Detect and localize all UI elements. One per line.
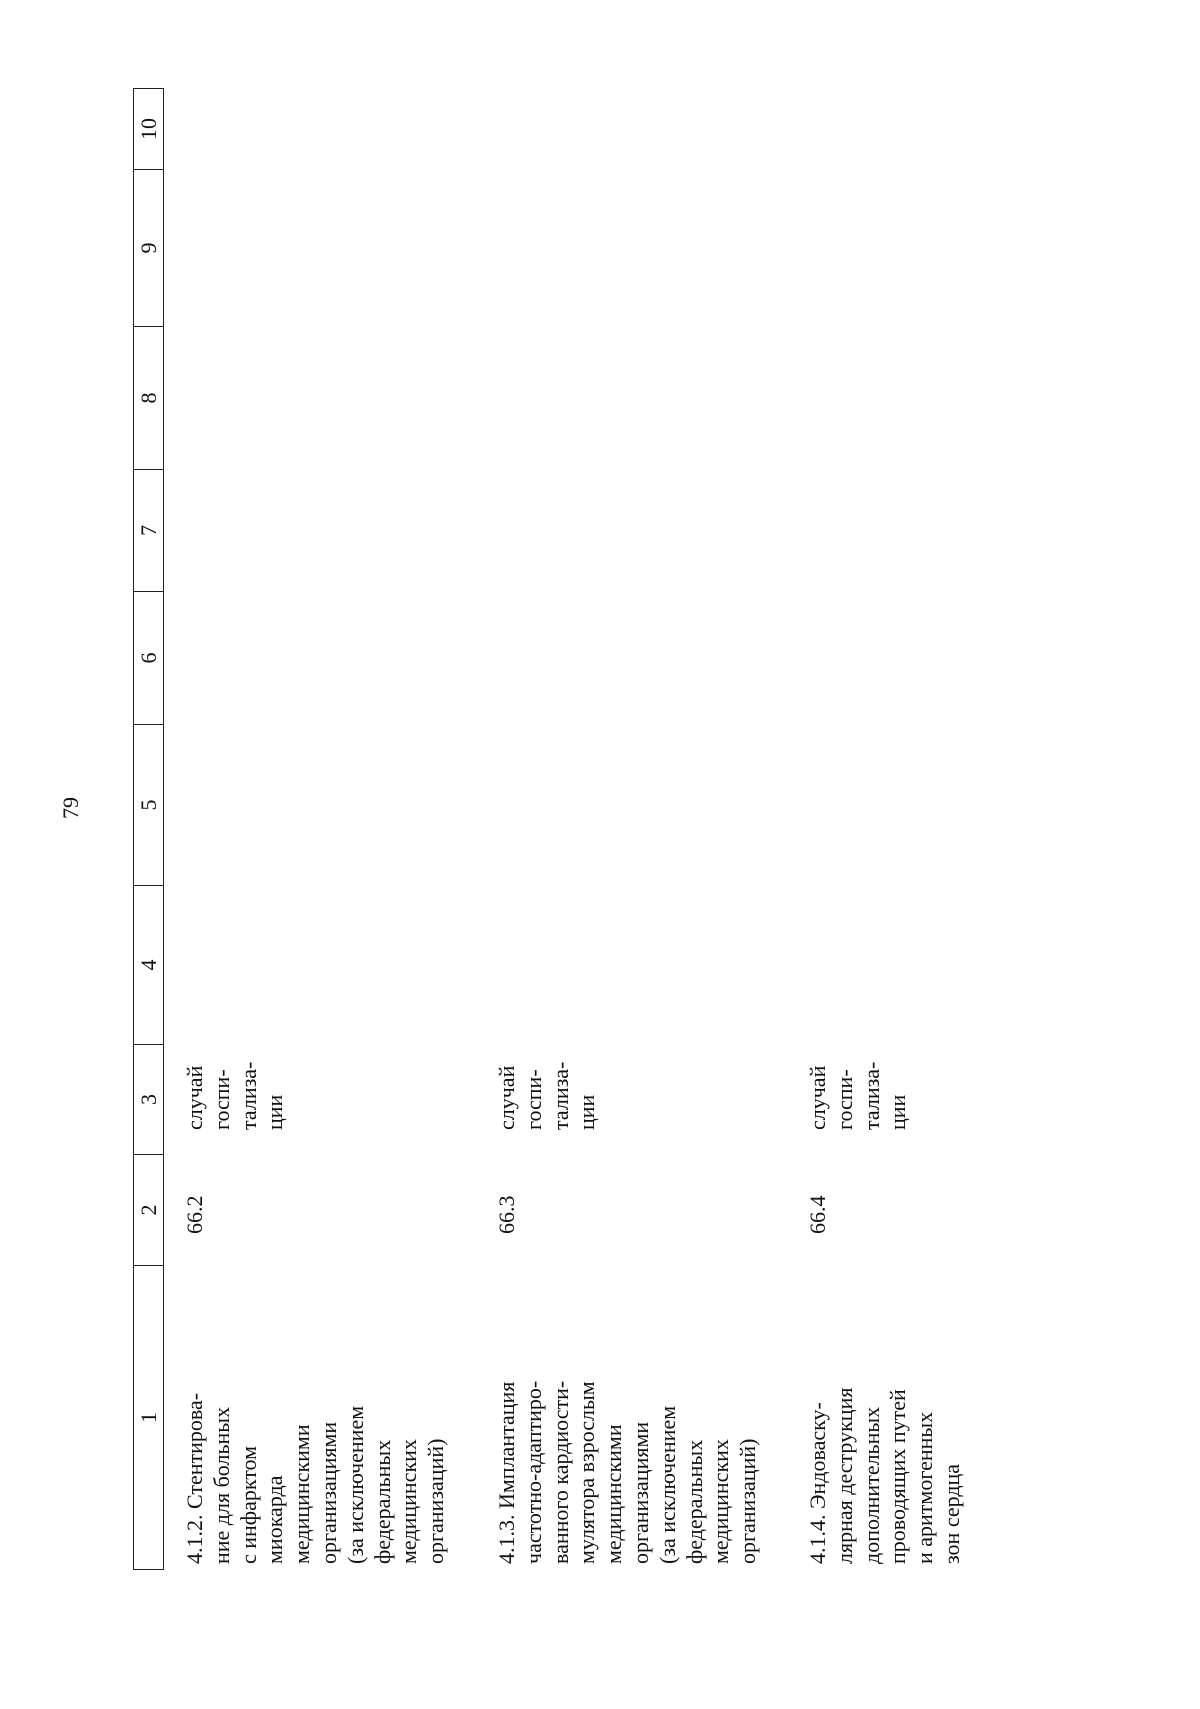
column-number: 6 [134, 592, 163, 725]
column-number: 5 [134, 725, 163, 886]
table-cell: случай госпи- тализа- ции [182, 1061, 288, 1130]
column-number: 8 [134, 327, 163, 470]
column-number: 9 [134, 170, 163, 327]
table-cell: 66.3 [494, 1195, 519, 1235]
table-cell: случай госпи- тализа- ции [805, 1061, 911, 1130]
column-number: 4 [134, 886, 163, 1045]
table-cell: 66.4 [805, 1195, 830, 1235]
column-number: 3 [134, 1045, 163, 1155]
table-header: 1 2 3 4 5 6 7 8 9 10 [133, 88, 164, 1570]
table-cell: случай госпи- тализа- ции [494, 1061, 600, 1130]
table-cell: 66.2 [182, 1195, 207, 1235]
table-cell: 4.1.2. Стентирова- ние для больных с инф… [182, 1392, 449, 1564]
column-number: 1 [134, 1266, 163, 1570]
table-cell: 4.1.3. Имплантация частотно-адаптиро- ва… [494, 1380, 761, 1564]
column-number: 10 [134, 88, 163, 170]
column-number: 2 [134, 1155, 163, 1266]
page-number: 79 [58, 797, 83, 819]
column-number: 7 [134, 470, 163, 592]
table-cell: 4.1.4. Эндоваску- лярная деструкция допо… [805, 1387, 964, 1564]
